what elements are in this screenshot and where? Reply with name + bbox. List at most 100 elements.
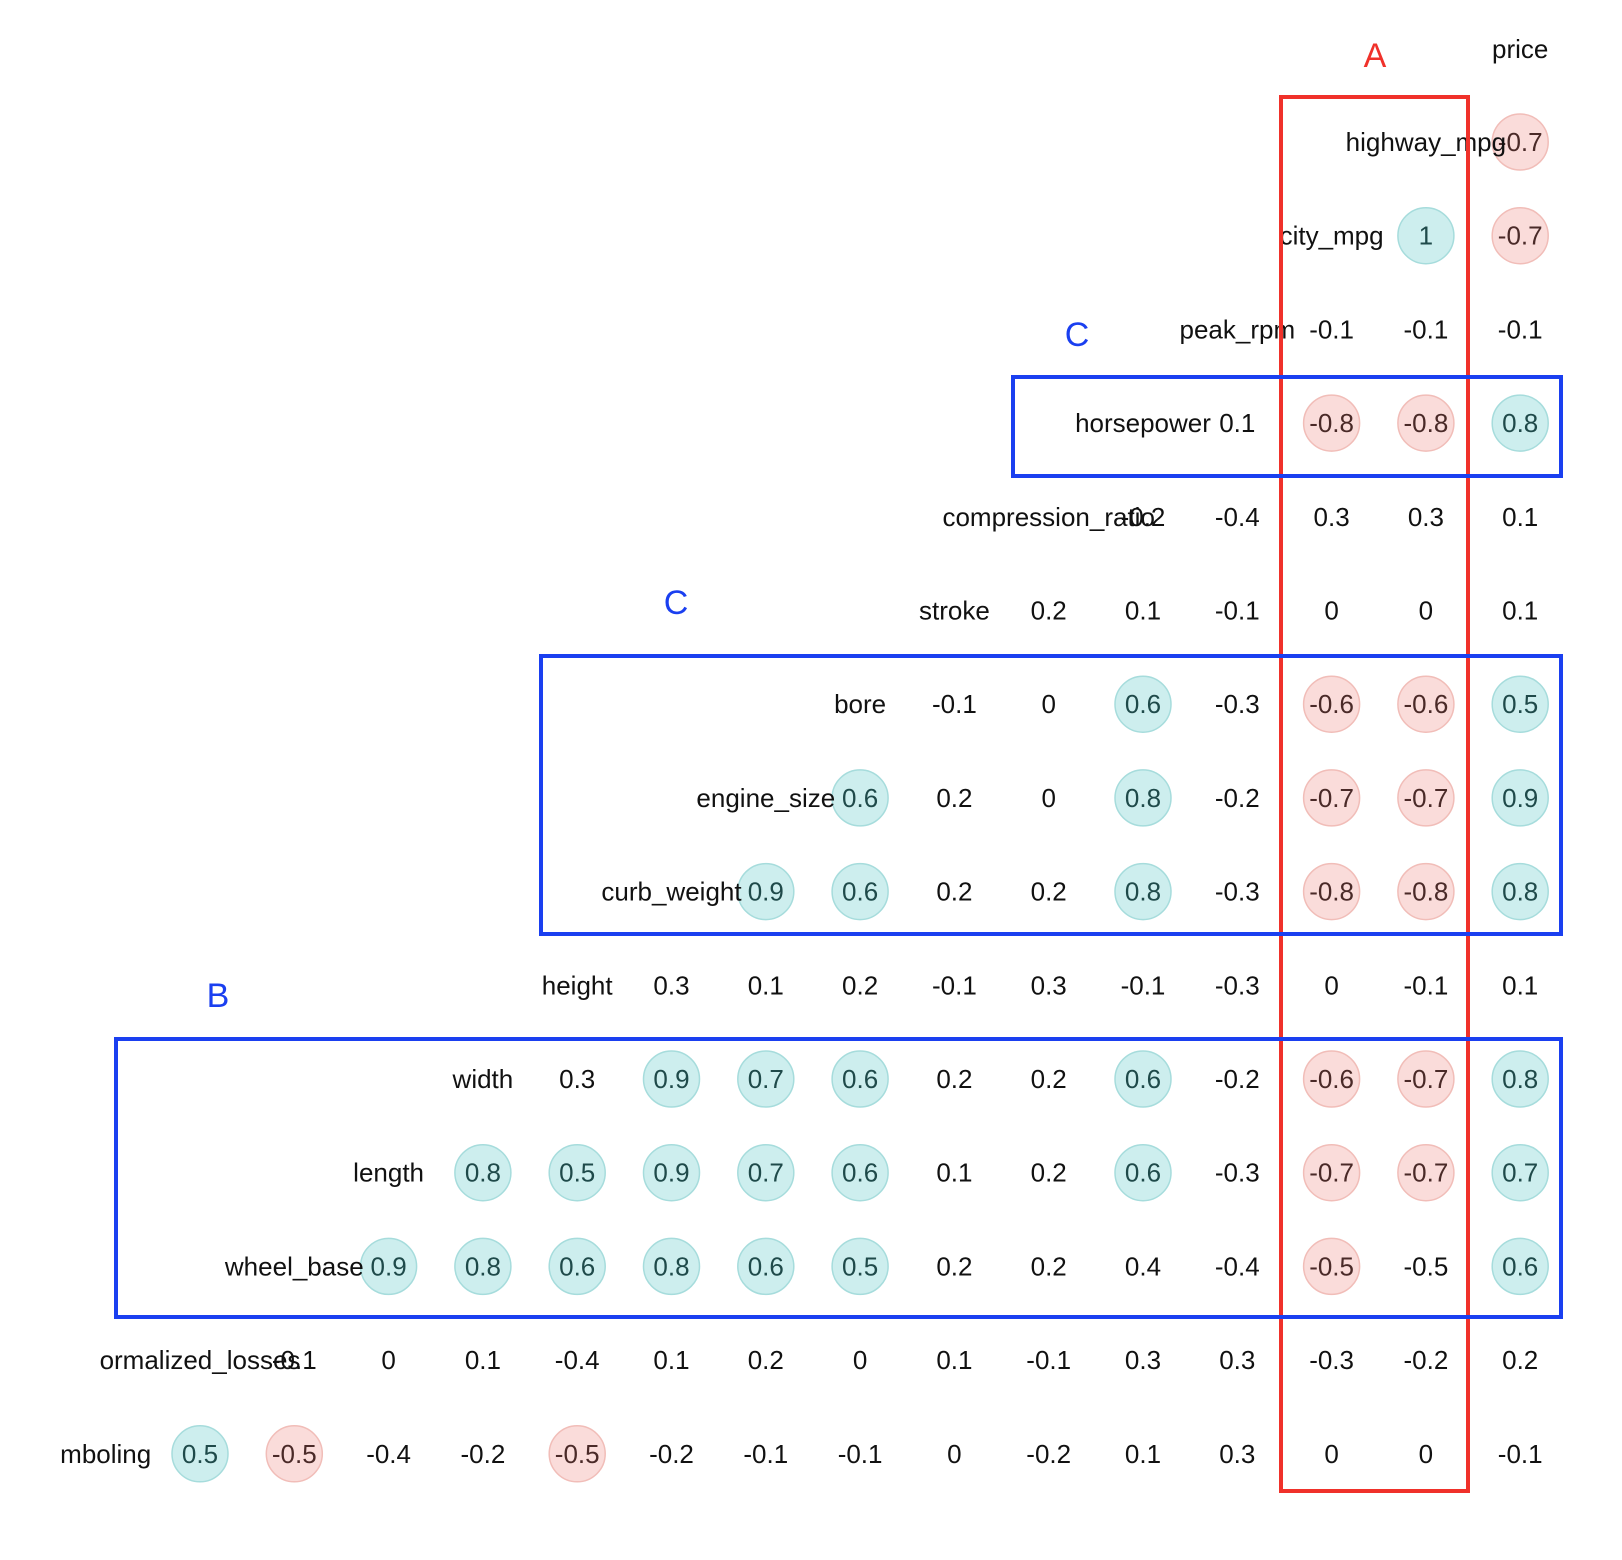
cell-value-engine_size-city_mpg: -0.7	[1309, 783, 1354, 813]
cell-circle-width-price	[1491, 1050, 1549, 1108]
cell-circle-length-city_mpg	[1302, 1143, 1361, 1202]
row-label-normalized_losses: ormalized_losses	[100, 1345, 301, 1375]
cell-value-wheel_base-compression_ratio: 0.2	[1031, 1251, 1067, 1281]
cell-value-wheel_base-city_mpg: -0.5	[1309, 1251, 1354, 1281]
cell-circle-symboling-normalized_losses	[171, 1425, 229, 1483]
cell-circle-length-width	[454, 1143, 512, 1202]
cell-value-engine_size-stroke: 0.2	[936, 783, 972, 813]
cell-value-wheel_base-height: 0.6	[559, 1251, 595, 1281]
cell-value-curb_weight-city_mpg: -0.8	[1309, 877, 1354, 907]
cell-value-length-curb_weight: 0.9	[653, 1158, 689, 1188]
cell-value-wheel_base-horsepower: 0.4	[1125, 1251, 1161, 1281]
row-label-width: width	[452, 1064, 514, 1094]
cell-value-engine_size-bore: 0.6	[842, 783, 878, 813]
cell-value-height-peak_rpm: -0.3	[1215, 970, 1260, 1000]
cell-value-symboling-peak_rpm: 0.3	[1219, 1439, 1255, 1469]
cell-circle-length-curb_weight	[642, 1143, 701, 1202]
annotation-boxes-layer: A C C B	[114, 37, 1563, 1493]
cell-value-symboling-city_mpg: 0	[1324, 1439, 1338, 1469]
cell-value-peak_rpm-highway_mpg: -0.1	[1403, 314, 1448, 344]
cell-value-symboling-curb_weight: -0.2	[649, 1439, 694, 1469]
cell-value-stroke-price: 0.1	[1502, 596, 1538, 626]
cell-value-wheel_base-stroke: 0.2	[936, 1251, 972, 1281]
cell-value-compression_ratio-price: 0.1	[1502, 502, 1538, 532]
cell-value-city_mpg-price: -0.7	[1498, 221, 1543, 251]
cell-value-engine_size-horsepower: 0.8	[1125, 783, 1161, 813]
cell-value-normalized_losses-bore: 0	[853, 1345, 867, 1375]
cell-circle-horsepower-highway_mpg	[1397, 394, 1455, 452]
annotation-label-c-size: C	[664, 584, 689, 622]
cell-value-stroke-peak_rpm: -0.1	[1215, 596, 1260, 626]
cell-circle-highway_mpg-price	[1491, 113, 1549, 171]
cell-circle-curb_weight-price	[1491, 862, 1549, 921]
cell-circle-length-bore	[831, 1143, 889, 1202]
cell-value-wheel_base-peak_rpm: -0.4	[1215, 1251, 1260, 1281]
cell-value-curb_weight-stroke: 0.2	[936, 877, 972, 907]
cell-value-stroke-compression_ratio: 0.2	[1031, 596, 1067, 626]
cell-value-wheel_base-engine_size: 0.6	[748, 1251, 784, 1281]
cell-value-length-price: 0.7	[1502, 1158, 1538, 1188]
cell-value-horsepower-highway_mpg: -0.8	[1403, 408, 1448, 438]
cell-circle-length-highway_mpg	[1397, 1143, 1455, 1202]
cell-value-bore-horsepower: 0.6	[1125, 689, 1161, 719]
cell-circle-bore-price	[1491, 675, 1549, 733]
cell-value-normalized_losses-length: 0	[381, 1345, 395, 1375]
cell-value-height-engine_size: 0.1	[748, 970, 784, 1000]
cell-value-bore-peak_rpm: -0.3	[1215, 689, 1260, 719]
cell-value-wheel_base-width: 0.8	[465, 1251, 501, 1281]
cell-value-height-price: 0.1	[1502, 970, 1538, 1000]
cell-value-normalized_losses-peak_rpm: 0.3	[1219, 1345, 1255, 1375]
row-label-compression_ratio: compression_ratio	[942, 502, 1154, 532]
cell-circle-length-horsepower	[1114, 1143, 1172, 1202]
cell-value-compression_ratio-highway_mpg: 0.3	[1408, 502, 1444, 532]
cell-value-peak_rpm-city_mpg: -0.1	[1309, 314, 1354, 344]
cell-circle-bore-highway_mpg	[1397, 675, 1455, 733]
cell-value-bore-compression_ratio: 0	[1041, 689, 1055, 719]
row-labels-layer: price highway_mpg city_mpg peak_rpm horsepow…	[60, 34, 1548, 1469]
cell-circle-engine_size-highway_mpg	[1397, 769, 1455, 827]
cell-circle-wheel_base-price	[1491, 1237, 1549, 1296]
row-label-engine_size: engine_size	[696, 783, 835, 813]
row-label-bore: bore	[834, 689, 886, 719]
cell-value-length-horsepower: 0.6	[1125, 1158, 1161, 1188]
cell-value-symboling-height: -0.5	[555, 1439, 600, 1469]
cell-value-height-stroke: -0.1	[932, 970, 977, 1000]
row-label-stroke: stroke	[919, 596, 990, 626]
cell-value-length-stroke: 0.1	[936, 1158, 972, 1188]
annotation-label-c-horsepower: C	[1065, 316, 1090, 354]
cell-value-bore-stroke: -0.1	[932, 689, 977, 719]
row-label-highway_mpg: highway_mpg	[1346, 127, 1506, 157]
cell-circle-curb_weight-engine_size	[737, 862, 795, 921]
cell-value-city_mpg-highway_mpg: 1	[1419, 221, 1433, 251]
cell-circle-bore-horsepower	[1114, 675, 1172, 733]
cell-value-length-bore: 0.6	[842, 1158, 878, 1188]
cell-value-length-engine_size: 0.7	[748, 1158, 784, 1188]
cell-circle-curb_weight-bore	[831, 862, 889, 921]
cell-circle-engine_size-city_mpg	[1302, 769, 1361, 827]
cell-value-curb_weight-peak_rpm: -0.3	[1215, 877, 1260, 907]
cell-value-height-city_mpg: 0	[1324, 970, 1338, 1000]
annotation-box-c-horsepower	[1011, 375, 1563, 478]
cell-value-wheel_base-curb_weight: 0.8	[653, 1251, 689, 1281]
cell-value-width-compression_ratio: 0.2	[1031, 1064, 1067, 1094]
cell-value-symboling-bore: -0.1	[838, 1439, 883, 1469]
row-label-wheel_base: wheel_base	[224, 1251, 364, 1281]
cell-value-length-height: 0.5	[559, 1158, 595, 1188]
cell-value-stroke-city_mpg: 0	[1324, 596, 1338, 626]
cell-value-length-peak_rpm: -0.3	[1215, 1158, 1260, 1188]
cell-value-normalized_losses-wheel_base: -0.1	[272, 1345, 317, 1375]
cell-value-engine_size-compression_ratio: 0	[1041, 783, 1055, 813]
cell-value-stroke-highway_mpg: 0	[1419, 596, 1433, 626]
cell-value-normalized_losses-stroke: 0.1	[936, 1345, 972, 1375]
cell-value-bore-highway_mpg: -0.6	[1403, 689, 1448, 719]
cell-value-curb_weight-horsepower: 0.8	[1125, 877, 1161, 907]
row-label-horsepower: horsepower	[1075, 408, 1211, 438]
cell-value-compression_ratio-horsepower: -0.2	[1121, 502, 1166, 532]
cell-value-height-curb_weight: 0.3	[653, 970, 689, 1000]
cell-circle-bore-city_mpg	[1302, 675, 1361, 733]
cells-layer: -0.7 1 -0.7 -0.1 -0.1 -0.1 0.1 -0.8 -0.8 0.8 -0.2 -…	[171, 113, 1549, 1483]
annotation-box-b	[114, 1037, 1563, 1319]
cell-value-normalized_losses-highway_mpg: -0.2	[1403, 1345, 1448, 1375]
row-label-city_mpg: city_mpg	[1280, 221, 1384, 251]
